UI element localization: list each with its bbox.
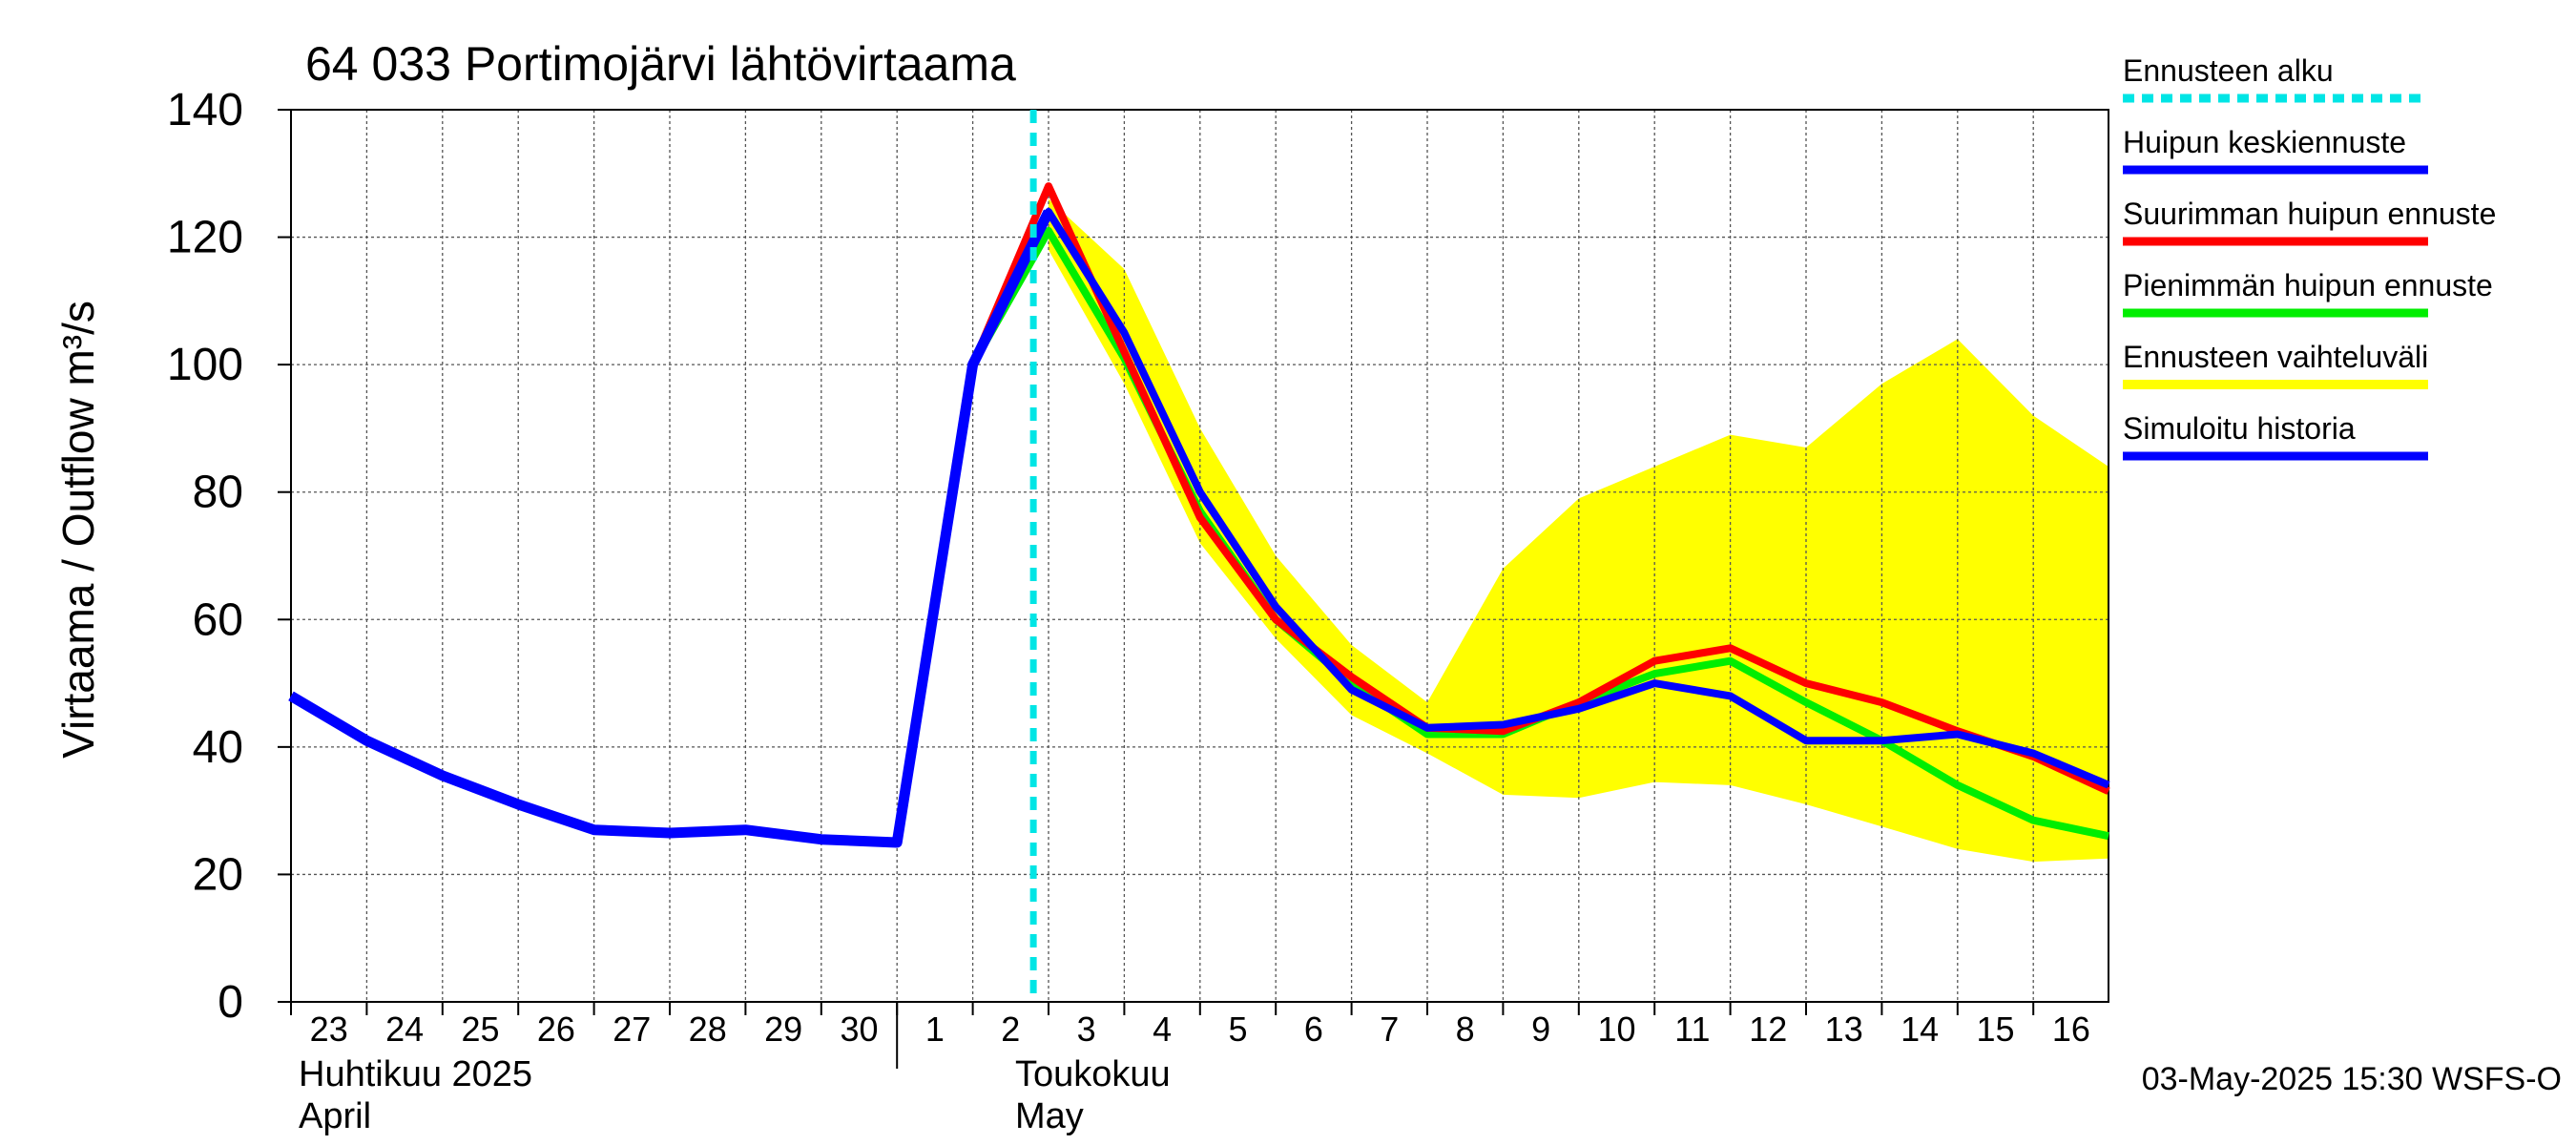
x-tick-label: 26 (537, 1010, 575, 1049)
x-tick-label: 11 (1674, 1010, 1710, 1049)
legend-label: Suurimman huipun ennuste (2123, 197, 2496, 231)
x-tick-label: 4 (1153, 1010, 1172, 1049)
month-label: Huhtikuu 2025 (299, 1054, 532, 1094)
x-tick-label: 7 (1380, 1010, 1399, 1049)
series-layer (288, 110, 2110, 1002)
y-tick-label: 0 (218, 977, 243, 1028)
legend-label: Huipun keskiennuste (2123, 125, 2406, 159)
mean-peak-forecast-line (969, 207, 2110, 789)
x-tick-label: 25 (461, 1010, 499, 1049)
y-axis-label: Virtaama / Outflow m³/s (53, 301, 103, 759)
x-tick-label: 8 (1456, 1010, 1475, 1049)
month-label-en: April (299, 1096, 371, 1136)
x-tick-label: 29 (764, 1010, 802, 1049)
y-tick-label: 20 (193, 849, 243, 900)
y-tick-label: 100 (167, 340, 243, 390)
x-tick-label: 5 (1228, 1010, 1247, 1049)
legend-label: Ennusteen vaihteluväli (2123, 340, 2428, 374)
y-tick-label: 40 (193, 722, 243, 773)
x-tick-label: 3 (1077, 1010, 1096, 1049)
x-tick-label: 15 (1976, 1010, 2014, 1049)
x-tick-label: 24 (385, 1010, 424, 1049)
x-tick-label: 28 (689, 1010, 727, 1049)
x-tick-label: 23 (310, 1010, 348, 1049)
legend-label: Simuloitu historia (2123, 411, 2356, 446)
y-tick-label: 60 (193, 594, 243, 645)
legend: Ennusteen alku Huipun keskiennuste Suurimm… (2123, 53, 2496, 461)
x-tick-label: 30 (840, 1010, 878, 1049)
y-tick-label: 80 (193, 468, 243, 518)
x-tick-label: 1 (925, 1010, 945, 1049)
y-tick-label: 120 (167, 213, 243, 263)
month-label: Toukokuu (1015, 1054, 1171, 1094)
simulated-history-line (288, 209, 1053, 848)
x-tick-label: 13 (1825, 1010, 1863, 1049)
x-tick-label: 10 (1597, 1010, 1635, 1049)
x-tick-label: 16 (2052, 1010, 2090, 1049)
y-tick-label: 140 (167, 85, 243, 135)
footer-timestamp: 03-May-2025 15:30 WSFS-O (2142, 1061, 2562, 1097)
month-label-en: May (1015, 1096, 1084, 1136)
x-tick-label: 2 (1001, 1010, 1020, 1049)
x-tick-label: 12 (1749, 1010, 1787, 1049)
x-tick-label: 9 (1531, 1010, 1550, 1049)
chart-title: 64 033 Portimojärvi lähtövirtaama (305, 37, 1016, 91)
x-tick-label: 6 (1304, 1010, 1323, 1049)
x-tick-label: 14 (1901, 1010, 1939, 1049)
legend-label: Pienimmän huipun ennuste (2123, 268, 2493, 302)
x-tick-label: 27 (613, 1010, 651, 1049)
legend-label: Ennusteen alku (2123, 53, 2334, 88)
